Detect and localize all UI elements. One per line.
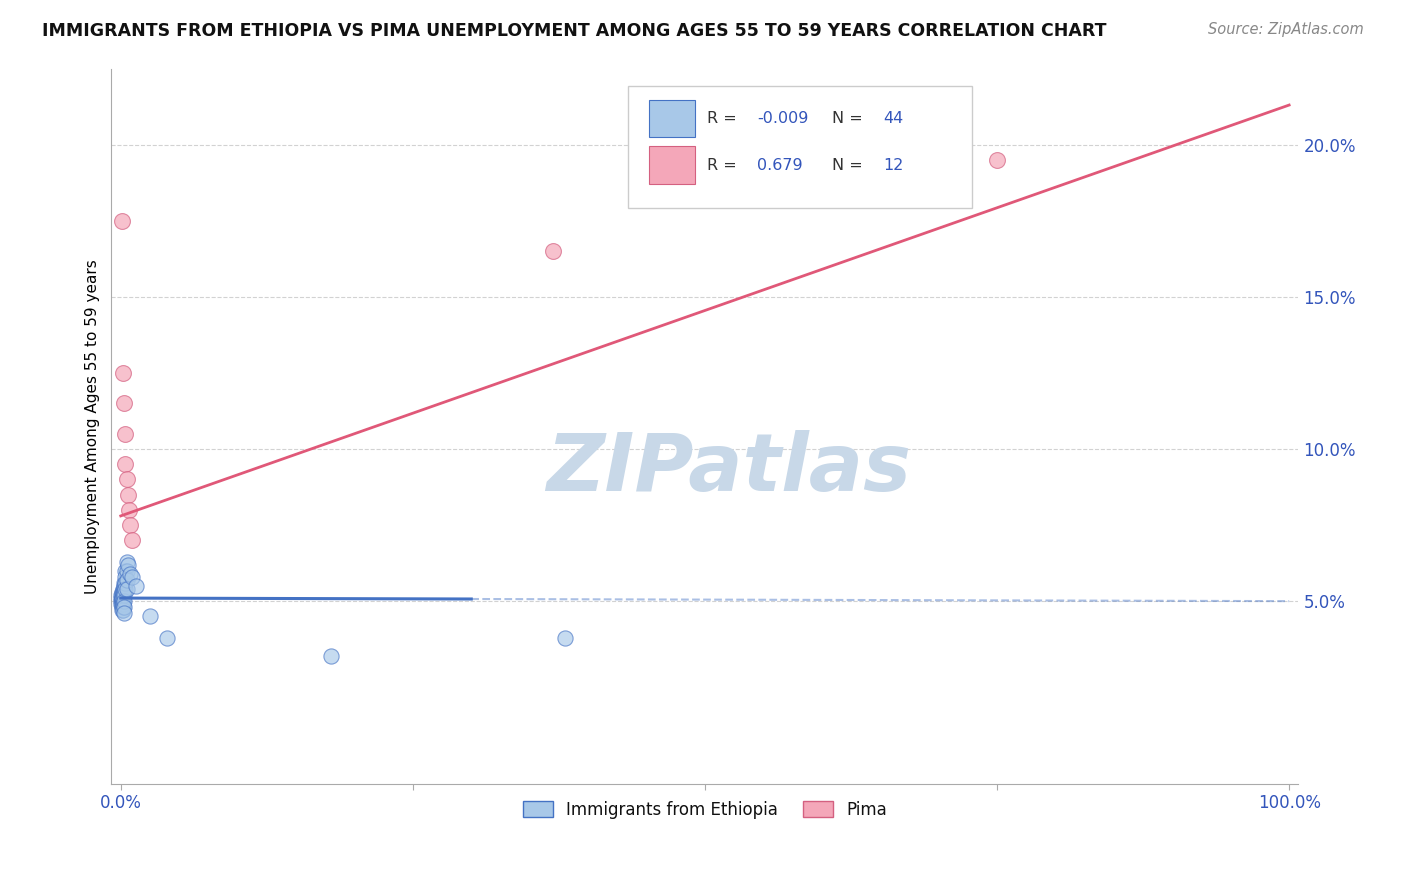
Point <box>112 594 135 608</box>
Point <box>120 518 142 533</box>
Point <box>112 582 135 596</box>
Point <box>112 575 135 590</box>
FancyBboxPatch shape <box>628 87 972 208</box>
Text: 12: 12 <box>883 158 904 172</box>
Point <box>115 582 138 596</box>
Point <box>986 153 1008 167</box>
Text: IMMIGRANTS FROM ETHIOPIA VS PIMA UNEMPLOYMENT AMONG AGES 55 TO 59 YEARS CORRELAT: IMMIGRANTS FROM ETHIOPIA VS PIMA UNEMPLO… <box>42 22 1107 40</box>
Point <box>115 564 138 578</box>
Point <box>112 579 135 593</box>
Text: R =: R = <box>707 158 742 172</box>
Point <box>114 457 136 471</box>
Point <box>112 582 135 596</box>
Point <box>110 594 132 608</box>
Point <box>156 631 179 645</box>
Point <box>110 591 132 605</box>
Point <box>112 597 135 611</box>
Point <box>111 597 134 611</box>
Point <box>541 244 564 259</box>
Point <box>118 503 141 517</box>
Point <box>114 564 136 578</box>
Text: ZIPatlas: ZIPatlas <box>546 430 911 508</box>
Point <box>111 600 134 615</box>
Point <box>112 594 135 608</box>
Point <box>110 588 132 602</box>
Legend: Immigrants from Ethiopia, Pima: Immigrants from Ethiopia, Pima <box>516 794 894 825</box>
Point <box>112 396 135 410</box>
Point <box>121 533 143 548</box>
Point <box>112 607 135 621</box>
Y-axis label: Unemployment Among Ages 55 to 59 years: Unemployment Among Ages 55 to 59 years <box>86 259 100 593</box>
Point <box>112 588 135 602</box>
Point <box>112 603 135 617</box>
Text: 44: 44 <box>883 112 903 126</box>
Point <box>112 585 135 599</box>
Point <box>110 597 132 611</box>
Point <box>319 648 342 663</box>
FancyBboxPatch shape <box>650 100 696 137</box>
Text: Source: ZipAtlas.com: Source: ZipAtlas.com <box>1208 22 1364 37</box>
Point <box>115 472 138 486</box>
Point <box>112 600 135 615</box>
Point <box>121 570 143 584</box>
Point <box>115 555 138 569</box>
Point <box>111 585 134 599</box>
Point <box>111 588 134 602</box>
Point <box>114 426 136 441</box>
Point <box>111 603 134 617</box>
Point <box>111 213 134 227</box>
Point <box>114 582 136 596</box>
Point <box>111 591 134 605</box>
Point <box>114 575 136 590</box>
Text: N =: N = <box>832 112 868 126</box>
Point <box>112 585 135 599</box>
Point <box>139 609 162 624</box>
Text: N =: N = <box>832 158 868 172</box>
Point <box>112 588 135 602</box>
Text: R =: R = <box>707 112 742 126</box>
Point <box>112 366 135 380</box>
Point <box>125 579 148 593</box>
Point <box>112 591 135 605</box>
Text: -0.009: -0.009 <box>758 112 808 126</box>
Point <box>120 566 142 581</box>
Point <box>111 594 134 608</box>
Point <box>554 631 576 645</box>
FancyBboxPatch shape <box>650 146 696 184</box>
Point <box>117 487 139 501</box>
Text: 0.679: 0.679 <box>758 158 803 172</box>
Point <box>117 558 139 572</box>
Point <box>114 570 136 584</box>
Point <box>111 591 134 605</box>
Point <box>115 573 138 587</box>
Point <box>112 600 135 615</box>
